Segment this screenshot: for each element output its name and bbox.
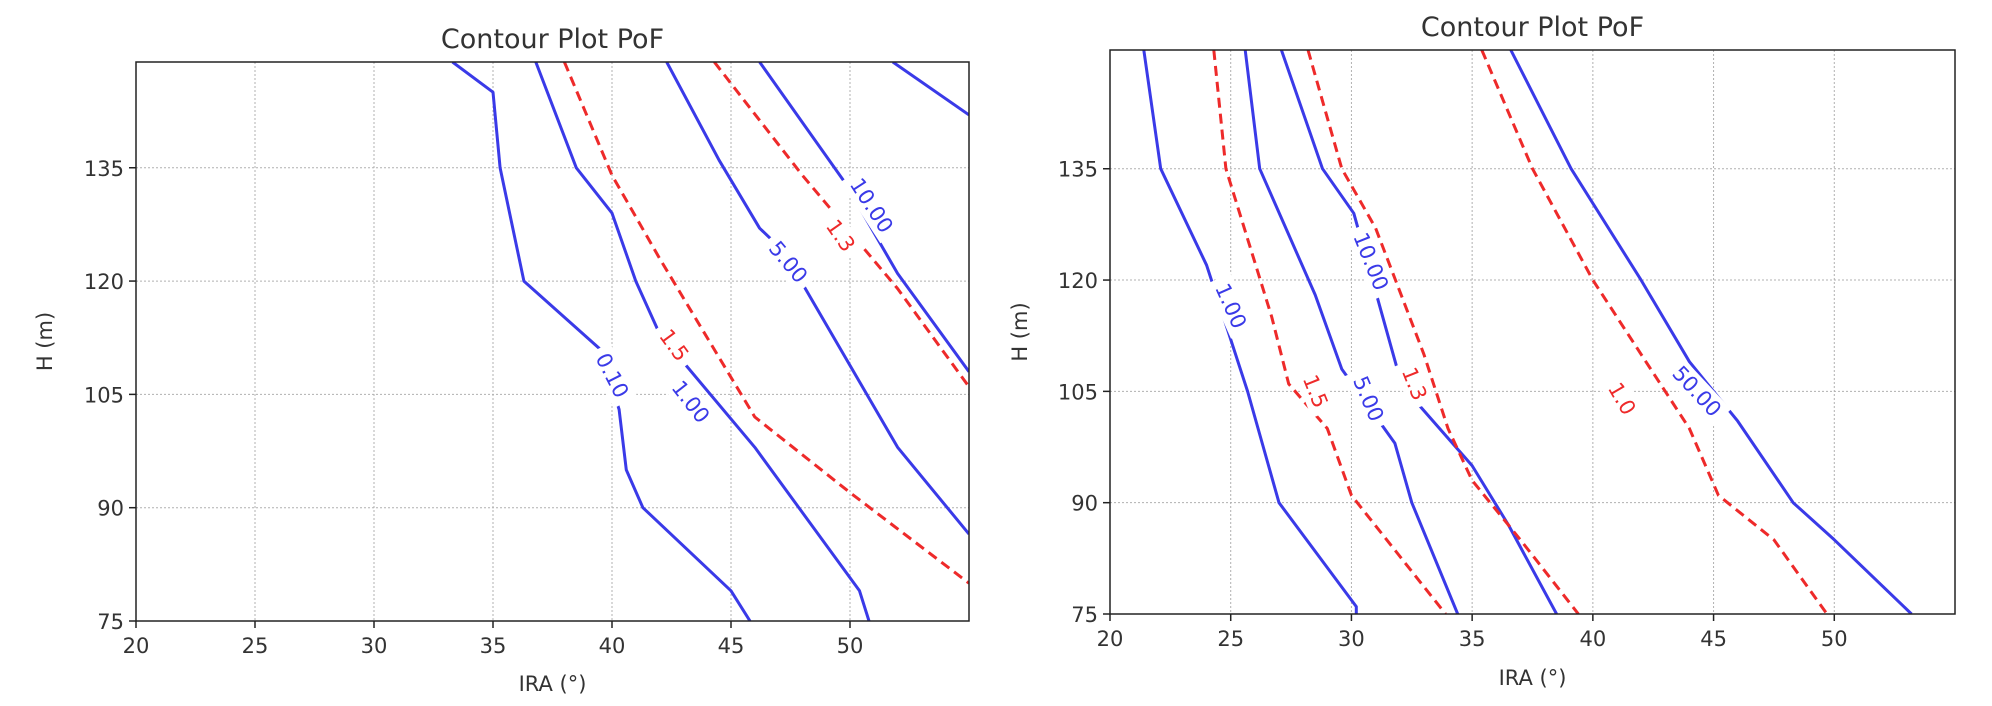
pof-contour-1-00 [534, 62, 871, 621]
x-tick-label: 45 [1700, 627, 1727, 651]
y-tick-label: 105 [84, 383, 124, 407]
x-tick-label: 20 [123, 634, 150, 658]
y-tick-label: 90 [97, 497, 124, 521]
pof-contour-50-00 [1509, 50, 1913, 614]
contour-label-gap [816, 208, 865, 263]
contour-label-gap [1344, 366, 1392, 432]
x-tick-label: 35 [480, 634, 507, 658]
y-axis-label: H (m) [1008, 302, 1032, 361]
contour-label-gap [1206, 273, 1255, 339]
contour-label-group: 1.0 [1598, 371, 1645, 426]
contour-label-group: 1.00 [661, 370, 720, 434]
plot-frame [135, 61, 970, 622]
y-tick-label: 105 [1058, 380, 1098, 404]
contour-label-gap [1344, 222, 1397, 301]
x-tick-label: 30 [361, 634, 388, 658]
x-tick-label: 40 [599, 634, 626, 658]
x-tick-label: 40 [1579, 627, 1606, 651]
contour-label-gap [1294, 364, 1337, 419]
pof-contour-1-00 [1142, 50, 1358, 614]
x-tick-label: 20 [1097, 627, 1124, 651]
contour-label-group: 50.00 [1662, 355, 1732, 427]
y-tick-label: 75 [1071, 603, 1098, 627]
contour-label-group: 1.5 [1294, 364, 1337, 419]
pof-contour-5-00 [1243, 50, 1460, 614]
contour-label: 10.00 [1348, 229, 1393, 294]
contour-label-gap [649, 318, 699, 372]
y-tick-label: 120 [84, 270, 124, 294]
x-tick-label: 50 [837, 634, 864, 658]
contour-label-gap [661, 370, 720, 434]
x-tick-label: 25 [1217, 627, 1244, 651]
contour-label-gap [586, 342, 638, 409]
pof-contour-0-10 [451, 62, 752, 621]
contour-lines [1142, 50, 1913, 614]
x-axis-label: IRA (°) [1499, 666, 1567, 690]
contour-lines [451, 62, 969, 621]
contour-label-gap [1598, 371, 1645, 426]
x-tick-label: 35 [1459, 627, 1486, 651]
chart-title: Contour Plot PoF [1421, 12, 1644, 43]
contour-label-gap [840, 167, 903, 244]
contour-label-group: 1.3 [816, 208, 865, 263]
fs-contour-1-5 [563, 62, 969, 585]
x-tick-label: 50 [1821, 627, 1848, 651]
pof-contour-10-00 [1279, 50, 1558, 614]
y-tick-label: 120 [1058, 269, 1098, 293]
contour-label: 5.00 [1348, 373, 1388, 425]
contour-label-group: 1.00 [1206, 273, 1255, 339]
y-axis-label: H (m) [33, 312, 57, 371]
y-tick-label: 75 [97, 610, 124, 634]
contour-label-gap [1662, 355, 1732, 427]
x-tick-label: 45 [718, 634, 745, 658]
y-tick-label: 135 [84, 157, 124, 181]
contour-label-gap [758, 230, 818, 294]
fs-contour-1-0 [1480, 50, 1829, 614]
x-tick-label: 30 [1338, 627, 1365, 651]
contour-label-group: 5.00 [758, 230, 818, 294]
contour-label-group: 0.10 [586, 342, 638, 409]
y-tick-label: 135 [1058, 158, 1098, 182]
contour-label: 1.00 [1210, 280, 1251, 332]
pof-contour-unlabeled [891, 62, 969, 117]
pof-contour-5-00 [665, 62, 969, 536]
fs-contour-1-5 [1212, 50, 1447, 614]
chart-title: Contour Plot PoF [441, 24, 664, 55]
x-tick-label: 25 [242, 634, 269, 658]
fs-contour-1-3 [1306, 50, 1580, 614]
contour-label-gap [1393, 357, 1436, 411]
plot-frame [1109, 49, 1956, 615]
y-tick-label: 90 [1071, 492, 1098, 516]
x-axis-label: IRA (°) [519, 672, 587, 696]
